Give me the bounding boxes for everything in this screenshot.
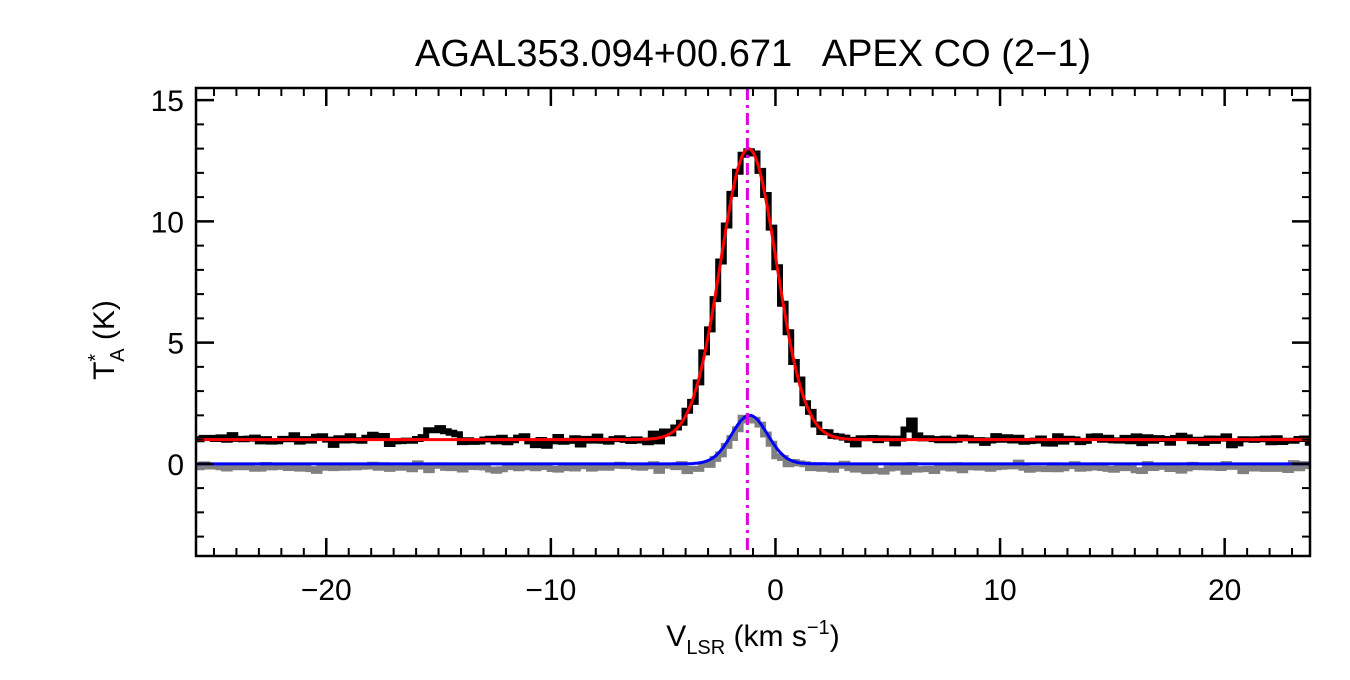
x-label-sub: LSR: [686, 637, 725, 659]
chart-title: AGAL353.094+00.671 APEX CO (2−1): [415, 33, 1091, 75]
x-label-unit-post: ): [830, 620, 840, 653]
x-axis-label: VLSR (km s−1): [666, 617, 839, 659]
y-tick-label: 5: [167, 328, 184, 361]
y-tick-label: 15: [151, 85, 184, 118]
plot-frame: [194, 86, 1312, 558]
x-label-main: V: [666, 620, 686, 653]
y-axis-label: T*A (K): [85, 300, 129, 380]
series-2-spectrum: [196, 414, 1311, 475]
x-label-sup: −1: [807, 617, 830, 639]
x-tick-label: −20: [301, 574, 352, 607]
y-label-sub: A: [107, 348, 129, 362]
y-tick-label: 0: [167, 449, 184, 482]
y-label-main: T: [88, 362, 121, 380]
series-0-spectrum: [196, 148, 1311, 449]
x-label-unit-pre: (km s: [725, 620, 807, 653]
x-tick-label: −10: [525, 574, 576, 607]
x-tick-label: 10: [983, 574, 1016, 607]
x-tick-label: 20: [1208, 574, 1241, 607]
y-tick-label: 10: [151, 206, 184, 239]
series-3-fit-line: [196, 413, 1310, 466]
y-label-sup: *: [85, 354, 107, 362]
series-1-fit-line: [196, 147, 1310, 442]
plot-layer: −20 −10 0 10 20 0 5 10 15: [151, 85, 1312, 607]
y-label-unit: (K): [88, 300, 121, 348]
x-tick-label: 0: [767, 574, 784, 607]
